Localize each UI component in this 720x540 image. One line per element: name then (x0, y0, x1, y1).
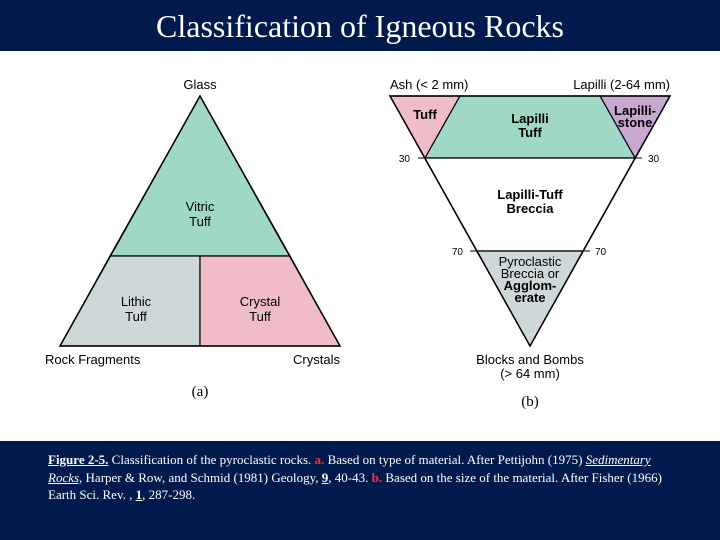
vertex-crystals: Crystals (293, 352, 340, 367)
region-vitric-tuff (110, 96, 290, 256)
vertex-ash: Ash (< 2 mm) (390, 77, 468, 92)
vertex-rock-fragments: Rock Fragments (45, 352, 141, 367)
vertex-blocks: Blocks and Bombs(> 64 mm) (476, 352, 584, 381)
caption-b: b. (372, 470, 382, 485)
label-lapillistone: Lapilli-stone (614, 103, 656, 130)
caption-t2: Based on type of material. After Pettijo… (324, 452, 585, 467)
label-ltb: Lapilli-TuffBreccia (497, 187, 563, 216)
caption-a: a. (315, 452, 325, 467)
tick-30r: 30 (648, 154, 660, 165)
figure-caption: Figure 2-5. Classification of the pyrocl… (0, 441, 720, 512)
caption-t3: Harper & Row, and Schmid (1981) Geology, (82, 470, 322, 485)
diagram-container: VitricTuff LithicTuff CrystalTuff Glass … (0, 51, 720, 441)
ternary-diagrams: VitricTuff LithicTuff CrystalTuff Glass … (0, 51, 720, 441)
vertex-lapilli: Lapilli (2-64 mm) (573, 77, 670, 92)
label-vitric: VitricTuff (186, 199, 215, 229)
vertex-glass: Glass (183, 77, 217, 92)
tick-70l: 70 (452, 247, 464, 258)
page-title: Classification of Igneous Rocks (0, 0, 720, 51)
caption-t6: , 287-298. (142, 487, 195, 502)
sublabel-b: (b) (521, 394, 539, 410)
sublabel-a: (a) (192, 384, 209, 400)
caption-figlabel: Figure 2-5. (48, 452, 108, 467)
label-tuff: Tuff (413, 107, 437, 122)
tick-30l: 30 (399, 154, 411, 165)
caption-t1: Classification of the pyroclastic rocks. (108, 452, 314, 467)
caption-t4: , 40-43. (328, 470, 371, 485)
triangle-a: VitricTuff LithicTuff CrystalTuff Glass … (45, 77, 340, 400)
tick-70r: 70 (595, 247, 607, 258)
triangle-b: 30 30 70 70 Tuff LapilliTuff Lapilli-sto… (390, 77, 670, 410)
